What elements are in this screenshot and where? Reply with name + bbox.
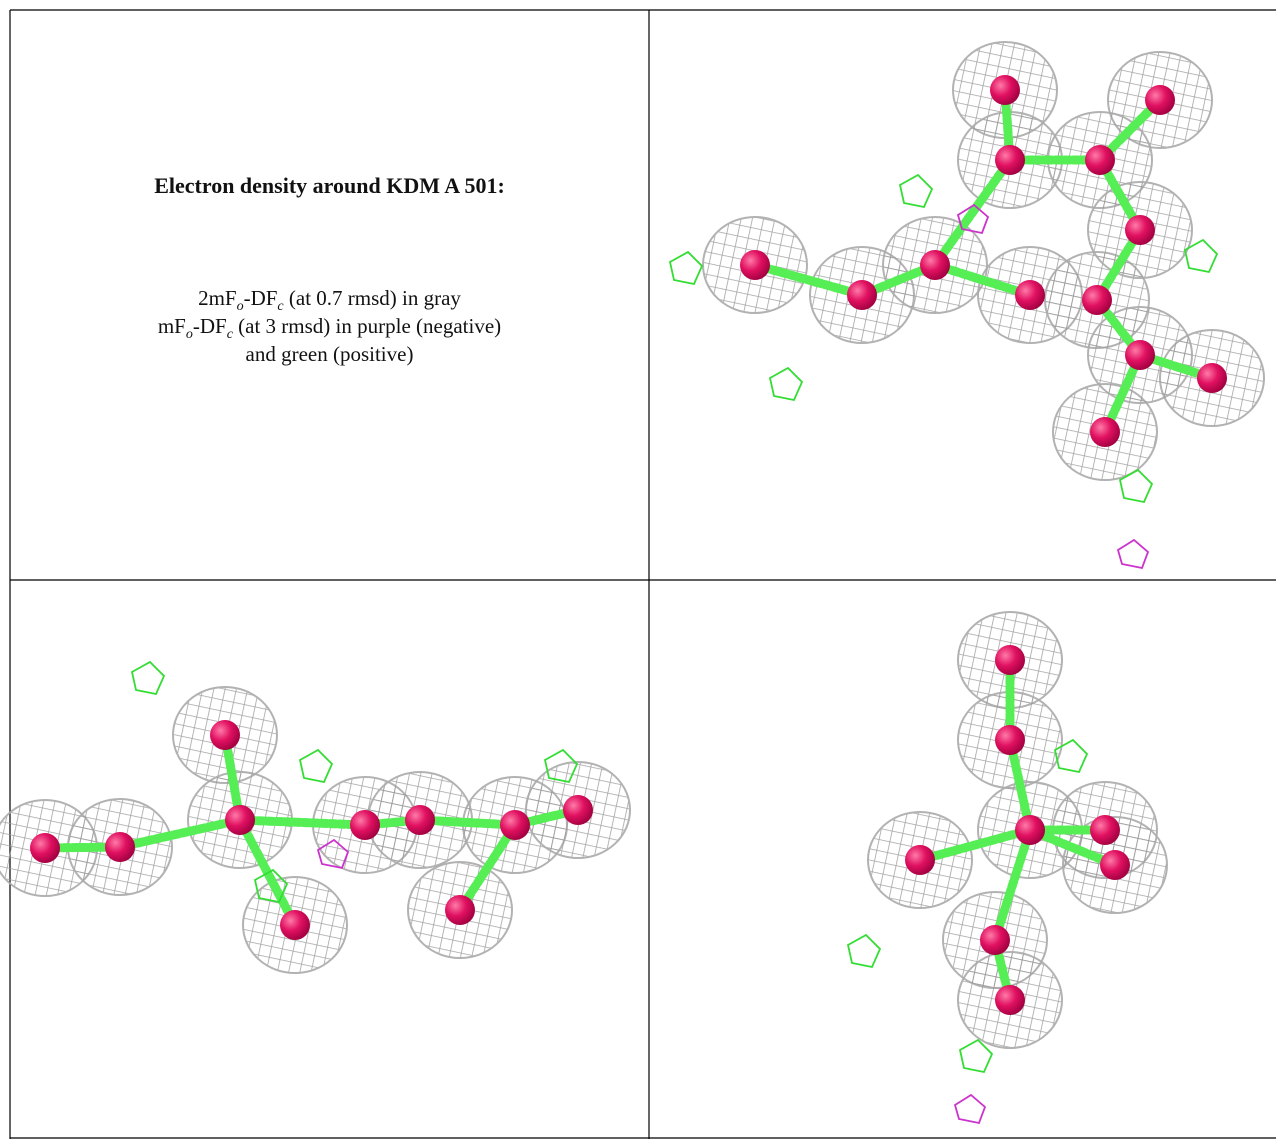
atom [1145, 85, 1175, 115]
atom [225, 805, 255, 835]
atom [740, 250, 770, 280]
bond [455, 820, 520, 915]
text-run: o [185, 327, 193, 343]
atom [995, 645, 1025, 675]
atom [563, 795, 593, 825]
positive-density [668, 250, 704, 286]
negative-density [956, 203, 990, 235]
positive-density [253, 868, 289, 904]
positive-density [130, 660, 166, 696]
atom [1090, 815, 1120, 845]
atom [995, 985, 1025, 1015]
bond [1025, 825, 1120, 870]
positive-density [1053, 738, 1089, 774]
atom [500, 810, 530, 840]
bond [930, 260, 1035, 300]
atom [280, 910, 310, 940]
text-run: (at 0.7 rmsd) in gray [283, 286, 461, 310]
positive-density [543, 748, 579, 784]
text-run: c [226, 327, 233, 343]
atom [1125, 340, 1155, 370]
negative-density [1116, 538, 1150, 570]
caption-title: Electron density around KDM A 501: [154, 173, 505, 198]
bond [990, 825, 1035, 945]
atom [105, 832, 135, 862]
atom [980, 925, 1010, 955]
legend-line: 2mFo-DFc (at 0.7 rmsd) in gray [10, 286, 649, 315]
legend-line: and green (positive) [10, 342, 649, 367]
bond [415, 815, 520, 830]
atom [995, 725, 1025, 755]
atom [920, 250, 950, 280]
atom [1015, 815, 1045, 845]
atom [30, 833, 60, 863]
positive-density [298, 748, 334, 784]
positive-density [846, 933, 882, 969]
text-run: -DF [192, 314, 227, 338]
bond [235, 815, 370, 830]
atom [1082, 285, 1112, 315]
legend-line: mFo-DFc (at 3 rmsd) in purple (negative) [10, 314, 649, 343]
atom [405, 805, 435, 835]
bond [750, 260, 867, 300]
atom [445, 895, 475, 925]
atom [990, 75, 1020, 105]
table-borders [9, 9, 1276, 1139]
atom [995, 145, 1025, 175]
text-run: -DF [243, 286, 278, 310]
atom [1100, 850, 1130, 880]
atom [1085, 145, 1115, 175]
atom [350, 810, 380, 840]
atom [1197, 363, 1227, 393]
atom [847, 280, 877, 310]
bond [115, 815, 245, 852]
positive-density [1183, 238, 1219, 274]
positive-density [768, 366, 804, 402]
positive-density [958, 1038, 994, 1074]
bond [930, 155, 1015, 270]
negative-density [316, 838, 350, 870]
caption: Electron density around KDM A 501: 2mFo-… [10, 10, 649, 580]
text-run: 2mF [198, 286, 237, 310]
text-run: o [236, 299, 244, 315]
text-run: (at 3 rmsd) in purple (negative) [232, 314, 502, 338]
text-run: mF [157, 314, 186, 338]
atom [1125, 215, 1155, 245]
atom [905, 845, 935, 875]
negative-density [953, 1093, 987, 1125]
positive-density [1118, 468, 1154, 504]
text-run: and green (positive) [245, 342, 414, 366]
atom [1015, 280, 1045, 310]
atom [1090, 417, 1120, 447]
positive-density [898, 173, 934, 209]
text-run: c [277, 299, 284, 315]
atom [210, 720, 240, 750]
bond [915, 825, 1035, 865]
bond [1005, 735, 1035, 835]
